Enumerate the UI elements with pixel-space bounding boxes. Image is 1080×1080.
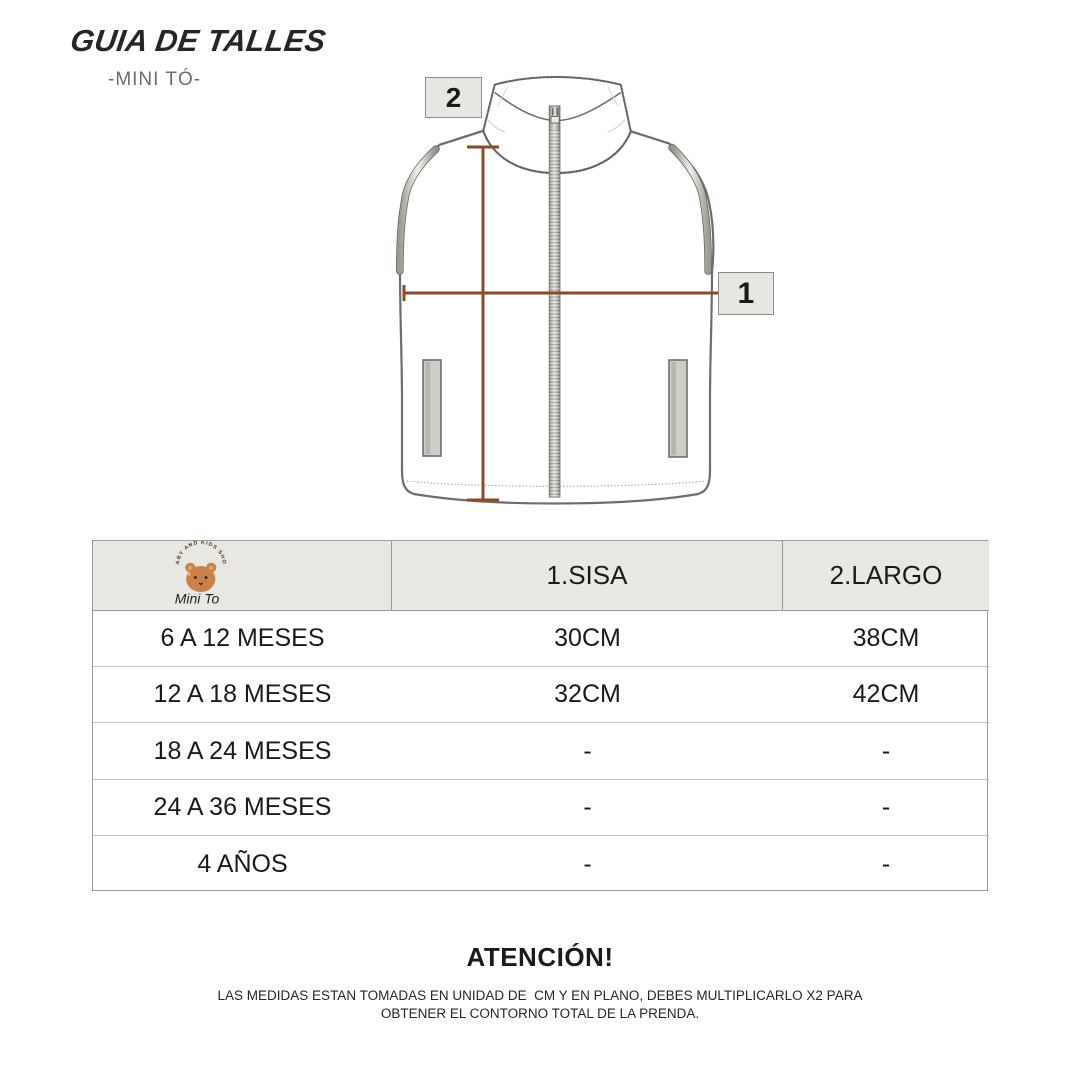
svg-text:Mini To: Mini To — [175, 591, 220, 607]
svg-text:BABY AND KIDS SHOP: BABY AND KIDS SHOP — [93, 541, 227, 565]
